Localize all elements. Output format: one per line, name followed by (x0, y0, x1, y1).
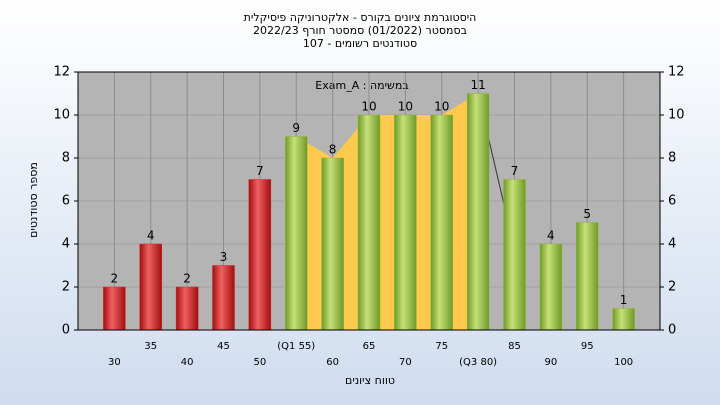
x-axis-label: טווח ציונים (345, 374, 395, 387)
y-tick-label: 8 (62, 151, 70, 166)
x-tick-label: 65 (363, 341, 376, 352)
value-label: 2 (111, 272, 119, 286)
value-label: 7 (511, 164, 519, 178)
bar (212, 265, 235, 331)
bar (357, 114, 381, 331)
bar (248, 179, 272, 331)
value-label: 11 (470, 78, 485, 92)
annotation: Exam_A : במשימה (315, 79, 408, 92)
y2-tick-label: 6 (668, 194, 676, 209)
bar (466, 93, 490, 331)
plot-border (77, 71, 661, 331)
x-tick-label: 35 (144, 341, 157, 352)
y2-tick-label: 12 (668, 65, 685, 80)
bar (503, 179, 526, 331)
x-tick-label: 30 (108, 357, 121, 368)
y2-tick-label: 10 (668, 108, 685, 123)
value-label: 10 (361, 100, 376, 114)
x-tick-label: (Q3 80) (459, 357, 497, 368)
bar (175, 286, 199, 331)
y2-tick-label: 2 (668, 280, 676, 295)
chart-title: היסטוגרמת ציונים בקורס - אלקטרוניקה פיסי… (244, 11, 477, 24)
x-tick-label: 40 (181, 357, 194, 368)
value-label: 8 (329, 143, 337, 157)
value-label: 2 (183, 272, 191, 286)
x-tick-label: (Q1 55) (277, 341, 315, 352)
x-tick-label: 100 (614, 357, 633, 368)
value-label: 5 (583, 207, 591, 221)
y2-tick-label: 8 (668, 151, 676, 166)
bar (139, 243, 162, 331)
value-label: 1 (620, 293, 628, 307)
y2-tick-label: 4 (668, 237, 676, 252)
bar (576, 222, 599, 331)
value-label: 4 (547, 229, 555, 243)
value-label: 9 (292, 121, 300, 135)
x-tick-label: 85 (508, 341, 521, 352)
bar (285, 136, 308, 331)
bar (539, 243, 563, 331)
y-tick-label: 4 (62, 237, 70, 252)
bar (321, 157, 344, 331)
y-tick-label: 0 (62, 323, 70, 338)
y-tick-label: 12 (53, 65, 70, 80)
chart-subtitle: בסמסטר (01/2022) סמסטר חורף 2022/23 (253, 24, 467, 37)
y-tick-label: 2 (62, 280, 70, 295)
bar (612, 308, 635, 331)
y2-tick-label: 0 (668, 323, 676, 338)
value-label: 10 (434, 100, 449, 114)
bar (430, 114, 453, 331)
x-tick-label: 60 (326, 357, 339, 368)
value-label: 10 (398, 100, 413, 114)
value-label: 7 (256, 164, 264, 178)
x-tick-label: 50 (254, 357, 267, 368)
bar (394, 114, 417, 331)
value-label: 4 (147, 229, 155, 243)
y-tick-label: 6 (62, 194, 70, 209)
x-tick-label: 70 (399, 357, 412, 368)
x-tick-label: 90 (545, 357, 558, 368)
chart-subtitle: סטודנטים רשומים - 107 (303, 37, 417, 50)
y-axis-label: מספר סטודנטים (27, 162, 40, 238)
x-tick-label: 75 (435, 341, 448, 352)
value-label: 3 (220, 250, 228, 264)
x-tick-label: 95 (581, 341, 594, 352)
bar (103, 286, 126, 331)
x-tick-label: 45 (217, 341, 230, 352)
y-tick-label: 10 (53, 108, 70, 123)
